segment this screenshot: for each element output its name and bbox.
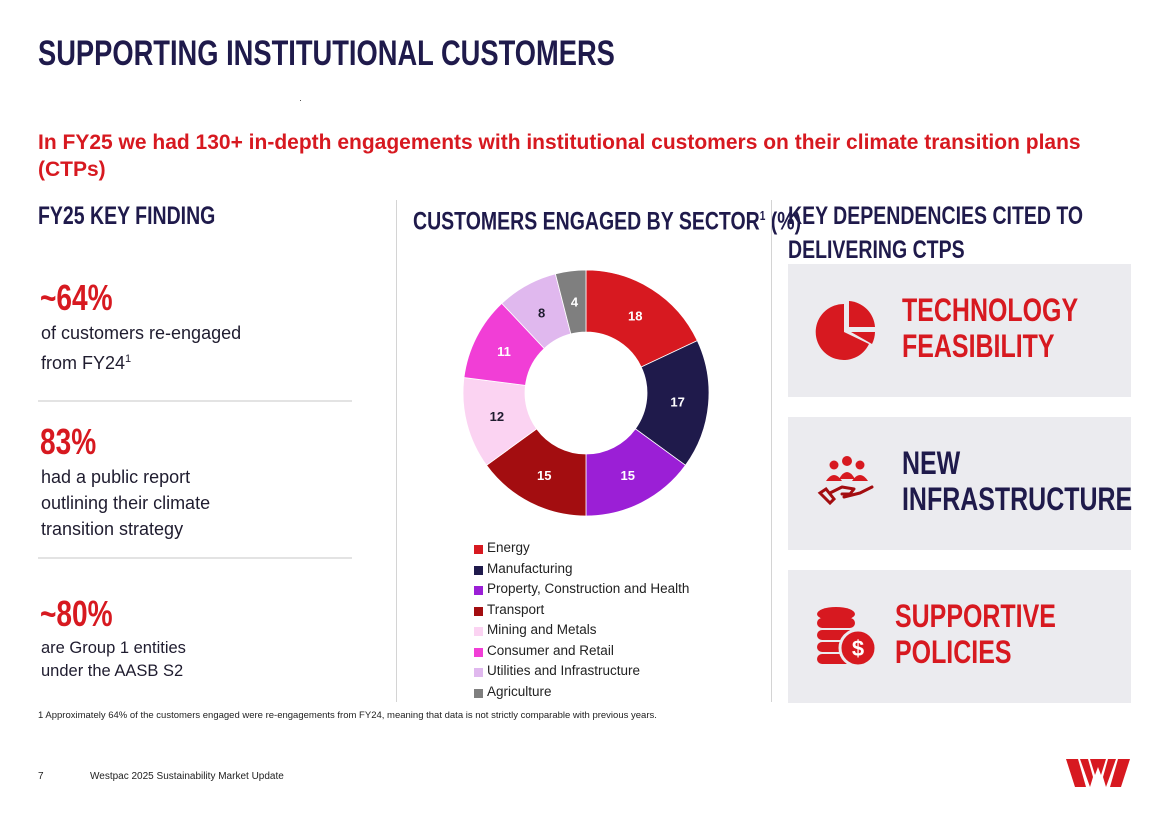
- donut-data-label: 4: [571, 295, 579, 310]
- sector-donut-chart: 18 17 15 15 12 11 8 4: [462, 269, 710, 517]
- people-hand-icon: [817, 456, 874, 506]
- legend-swatch: [474, 688, 483, 698]
- page-title: SUPPORTING INSTITUTIONAL CUSTOMERS: [38, 34, 615, 73]
- column-divider: [771, 200, 772, 702]
- legend-label: Mining and Metals: [487, 622, 597, 637]
- finding-text: of customers re-engaged from FY241: [41, 323, 242, 373]
- dependency-card-infrastructure: NEW INFRASTRUCTURE: [788, 417, 1133, 550]
- legend-label: Utilities and Infrastructure: [487, 663, 641, 678]
- finding-divider: [38, 557, 352, 559]
- findings-heading: FY25 KEY FINDING: [38, 202, 216, 230]
- donut-slice-energy: [585, 269, 698, 368]
- donut-data-label: 18: [628, 308, 642, 323]
- donut-data-label: 12: [490, 409, 504, 424]
- dependency-label: SUPPORTIVE POLICIES: [895, 598, 1056, 670]
- stray-dot: [300, 100, 301, 101]
- legend-label: Manufacturing: [487, 560, 573, 576]
- dependencies-heading: KEY DEPENDENCIES CITED TO DELIVERING CTPS: [788, 202, 1084, 264]
- legend-swatch: [474, 647, 483, 657]
- finding-value: 83%: [40, 421, 97, 462]
- dependency-card-policies: $ SUPPORTIVE POLICIES: [788, 570, 1131, 703]
- dependency-card-technology: TECHNOLOGY FEASIBILITY: [788, 264, 1131, 397]
- svg-text:$: $: [852, 636, 864, 661]
- donut-slice-agriculture: [554, 269, 587, 335]
- page-number: 7: [38, 771, 44, 782]
- legend-label: Transport: [487, 601, 545, 617]
- legend-swatch: [474, 627, 483, 636]
- legend-swatch: [474, 606, 483, 616]
- finding-divider: [38, 400, 352, 402]
- dependency-label: NEW INFRASTRUCTURE: [902, 445, 1133, 517]
- donut-data-label: 15: [537, 468, 551, 483]
- finding-text: had a public report outlining their clim…: [41, 467, 211, 539]
- column-divider: [396, 200, 397, 702]
- chart-heading: CUSTOMERS ENGAGED BY SECTOR1 (%): [413, 207, 802, 236]
- legend-swatch: [474, 586, 483, 595]
- legend-label: Property, Construction and Health: [487, 581, 690, 596]
- legend-swatch: [474, 565, 483, 575]
- page-subtitle: In FY25 we had 130+ in-depth engagements…: [38, 131, 1081, 181]
- legend-label: Consumer and Retail: [487, 642, 614, 658]
- donut-data-label: 15: [621, 468, 635, 483]
- legend-swatch: [474, 668, 483, 677]
- westpac-logo: [1066, 759, 1130, 787]
- finding-text: are Group 1 entities under the AASB S2: [41, 639, 186, 680]
- donut-data-label: 8: [538, 305, 545, 320]
- finding-value: ~80%: [40, 593, 113, 634]
- coins-dollar-icon: $: [817, 607, 878, 668]
- footnote: 1 Approximately 64% of the customers eng…: [38, 710, 657, 721]
- legend-label: Agriculture: [487, 683, 552, 699]
- legend-swatch: [474, 545, 483, 554]
- legend-label: Energy: [487, 540, 530, 555]
- finding-value: ~64%: [40, 277, 113, 318]
- donut-data-label: 17: [670, 395, 684, 410]
- donut-data-label: 11: [497, 344, 511, 359]
- footer-text: Westpac 2025 Sustainability Market Updat…: [90, 771, 284, 782]
- pie-chart-icon: [815, 301, 875, 360]
- dependency-label: TECHNOLOGY FEASIBILITY: [902, 292, 1079, 364]
